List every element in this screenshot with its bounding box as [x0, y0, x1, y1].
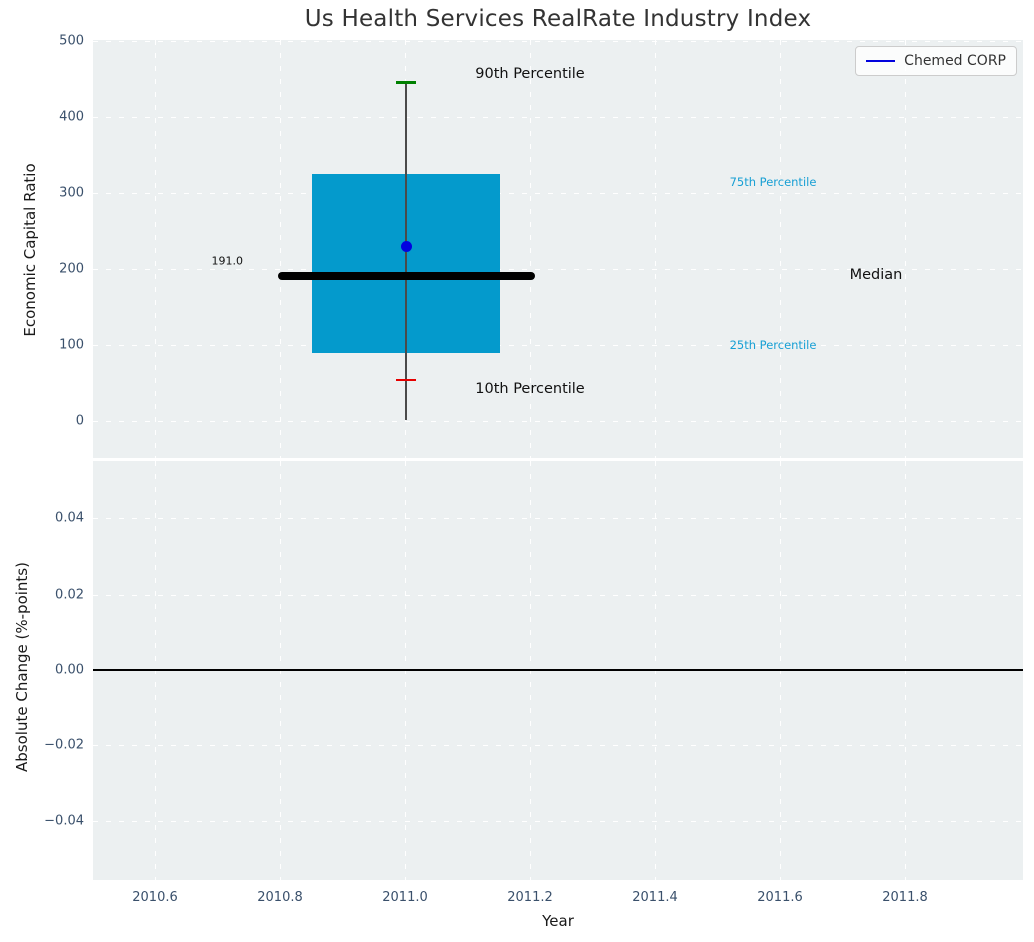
boxplot-cap-90th	[396, 81, 416, 84]
label-median: Median	[849, 267, 903, 283]
gridline-v	[905, 40, 906, 458]
gridline-h	[93, 41, 1023, 42]
legend-label: Chemed CORP	[904, 53, 1006, 69]
boxplot-whisker-line	[405, 83, 407, 420]
y-tick-label: −0.04	[44, 813, 84, 829]
gridline-v	[280, 40, 281, 458]
gridline-v	[530, 40, 531, 458]
ylabel-top: Economic Capital Ratio	[21, 163, 39, 337]
gridline-h	[93, 745, 1023, 746]
gridline-v	[655, 40, 656, 458]
gridline-h	[93, 421, 1023, 422]
y-tick-label: 0	[75, 413, 84, 429]
chart-title: Us Health Services RealRate Industry Ind…	[304, 6, 812, 32]
gridline-h	[93, 518, 1023, 519]
y-tick-label: 500	[59, 33, 84, 49]
x-tick-label: 2011.6	[757, 890, 803, 905]
gridline-v	[780, 40, 781, 458]
gridline-h	[93, 345, 1023, 346]
x-tick-label: 2010.8	[257, 890, 303, 905]
legend-line-icon	[866, 59, 896, 63]
legend: Chemed CORP	[855, 46, 1017, 76]
boxplot-cap-10th	[396, 378, 416, 382]
xlabel: Year	[542, 912, 574, 930]
gridline-h	[93, 193, 1023, 194]
top-plot-area: 90th Percentile 10th Percentile 75th Per…	[93, 40, 1023, 458]
x-tick-label: 2011.4	[632, 890, 678, 905]
y-tick-label: 200	[59, 261, 84, 277]
x-tick-label: 2011.2	[507, 890, 553, 905]
label-median-value: 191.0	[211, 254, 244, 268]
bottom-plot-area	[93, 461, 1023, 880]
label-25th-percentile: 25th Percentile	[729, 338, 817, 352]
ylabel-bottom: Absolute Change (%-points)	[13, 562, 31, 772]
y-tick-label: 100	[59, 337, 84, 353]
gridline-h	[93, 269, 1023, 270]
y-tick-label: 0.04	[55, 510, 84, 526]
y-tick-label: −0.02	[44, 737, 84, 753]
y-tick-label: 0.00	[55, 662, 84, 678]
y-tick-label: 300	[59, 185, 84, 201]
x-tick-label: 2011.8	[882, 890, 928, 905]
boxplot-median-line	[278, 272, 535, 280]
x-tick-label: 2011.0	[382, 890, 428, 905]
gridline-h	[93, 821, 1023, 822]
label-90th-percentile: 90th Percentile	[475, 66, 585, 82]
chemed-corp-marker-dot	[400, 240, 412, 252]
gridline-h	[93, 595, 1023, 596]
label-75th-percentile: 75th Percentile	[729, 175, 817, 189]
gridline-v	[155, 40, 156, 458]
gridline-h	[93, 117, 1023, 118]
zero-reference-line	[93, 669, 1023, 671]
x-tick-label: 2010.6	[132, 890, 178, 905]
label-10th-percentile: 10th Percentile	[475, 381, 585, 397]
y-tick-label: 400	[59, 109, 84, 125]
y-tick-label: 0.02	[55, 587, 84, 603]
